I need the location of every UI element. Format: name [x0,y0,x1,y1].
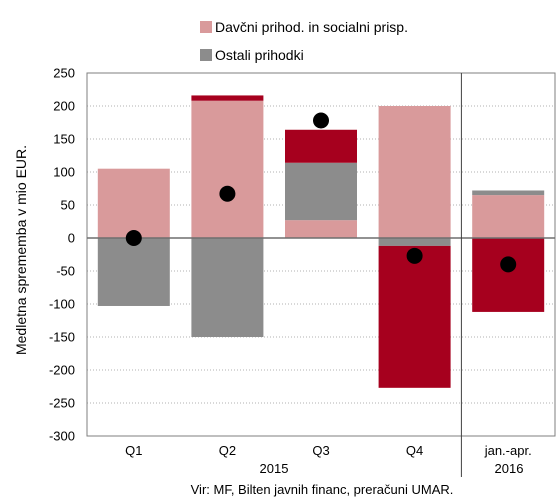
bar-segment [378,245,451,388]
total-markers [125,112,517,273]
total-marker [500,256,517,273]
bar-segment [191,100,264,238]
bar-segment [191,238,264,337]
source-note: Vir: MF, Bilten javnih financ, preračuni… [191,482,454,497]
plot-frame [86,72,556,437]
bar-segment [472,190,545,196]
legend: Davčni prihod. in socialni prisp. Ostali… [200,19,408,63]
tick-labels: 250 200 150 100 50 0 -50 -100 -150 -200 -250 -300 Q1… [49,66,532,459]
y-tick-label: -300 [49,429,75,444]
x-tick-label: Q1 [125,443,142,458]
axes [86,72,556,477]
y-axis-label: Medletna sprememba v mio EUR. [13,145,29,355]
legend-swatch-tax [200,21,212,33]
legend-label-other: Ostali prihodki [215,47,304,63]
x-tick-label: Q2 [219,443,236,458]
y-tick-label: 250 [53,66,75,81]
x-tick-label: Q4 [406,443,423,458]
bar-segment [285,129,357,163]
bars [97,95,545,388]
total-marker [313,112,329,129]
bar-segment [191,95,264,101]
x-tick-label: jan.-apr. [484,443,532,458]
y-tick-label: -250 [49,396,75,411]
legend-swatch-other [200,49,212,61]
y-tick-label: 150 [53,132,75,147]
bar-segment [285,162,357,221]
bar-segment [378,106,451,238]
bar-segment [285,220,357,238]
legend-label-tax: Davčni prihod. in socialni prisp. [215,19,408,35]
x-tick-label: Q3 [312,443,329,458]
bar-segment [378,238,451,246]
bar-segment [97,168,170,238]
total-marker [406,247,423,264]
bar-segment [97,238,170,306]
year-label-2016: 2016 [495,461,524,476]
y-tick-label: -50 [56,264,75,279]
y-tick-label: 100 [53,165,75,180]
total-marker [125,230,142,246]
bar-segment [472,195,545,238]
y-tick-label: 200 [53,99,75,114]
y-tick-label: -200 [49,363,75,378]
y-tick-label: 50 [61,198,75,213]
y-tick-label: -100 [49,297,75,312]
total-marker [219,185,236,202]
y-tick-label: -150 [49,330,75,345]
y-tick-label: 0 [68,231,75,246]
bar-segment [472,238,545,312]
year-label-2015: 2015 [260,461,289,476]
